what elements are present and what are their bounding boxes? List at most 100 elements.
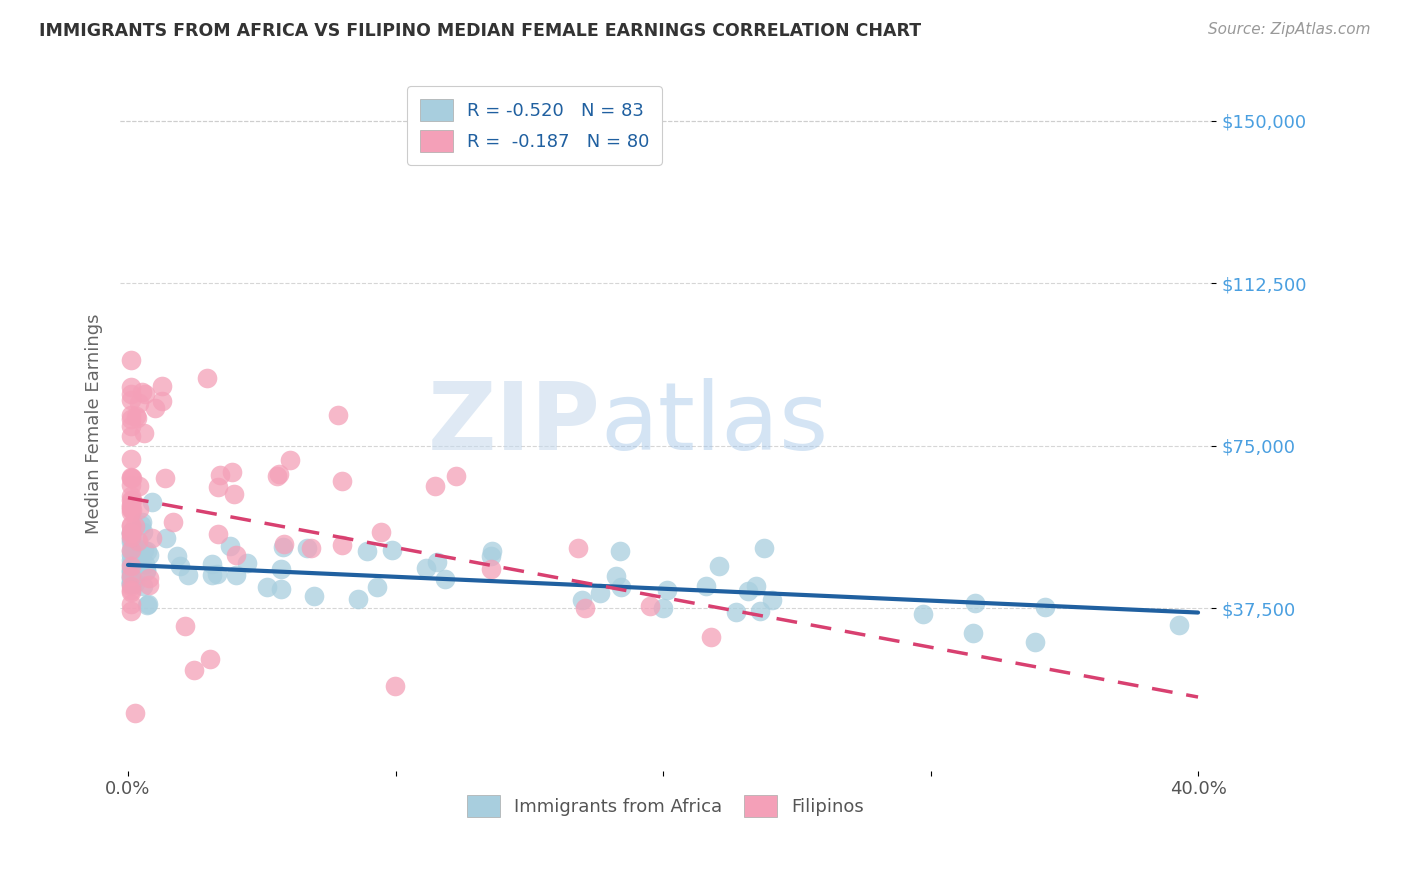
Point xyxy=(120,419,142,434)
Point xyxy=(120,530,142,544)
Point xyxy=(198,651,221,665)
Point xyxy=(120,525,142,540)
Point xyxy=(120,492,142,507)
Point xyxy=(127,533,149,548)
Point xyxy=(134,386,156,401)
Point xyxy=(120,408,142,422)
Point xyxy=(120,558,142,573)
Point xyxy=(120,574,142,589)
Point xyxy=(120,543,142,558)
Point xyxy=(120,500,142,515)
Point xyxy=(120,386,142,401)
Point xyxy=(426,555,449,569)
Point xyxy=(120,412,142,426)
Point xyxy=(135,564,157,578)
Point xyxy=(225,568,247,582)
Point xyxy=(174,619,197,633)
Point xyxy=(120,532,142,546)
Point xyxy=(120,380,142,394)
Point xyxy=(169,558,191,573)
Legend: Immigrants from Africa, Filipinos: Immigrants from Africa, Filipinos xyxy=(460,788,872,824)
Point xyxy=(120,565,142,579)
Point xyxy=(571,592,593,607)
Point xyxy=(120,519,142,533)
Point xyxy=(155,471,177,485)
Point xyxy=(120,517,142,532)
Point xyxy=(162,515,184,529)
Point xyxy=(225,548,247,562)
Point xyxy=(129,517,152,532)
Point xyxy=(1033,599,1056,614)
Text: atlas: atlas xyxy=(600,378,828,470)
Point xyxy=(205,566,228,581)
Point xyxy=(120,392,142,407)
Point xyxy=(744,579,766,593)
Point xyxy=(121,540,143,554)
Point xyxy=(415,561,437,575)
Point xyxy=(166,549,188,563)
Point xyxy=(120,478,142,492)
Point xyxy=(366,580,388,594)
Point xyxy=(120,569,142,583)
Point xyxy=(122,574,145,589)
Text: Source: ZipAtlas.com: Source: ZipAtlas.com xyxy=(1208,22,1371,37)
Point xyxy=(138,548,160,562)
Point xyxy=(120,577,142,591)
Point xyxy=(120,452,142,467)
Point xyxy=(120,564,142,578)
Point xyxy=(267,467,290,481)
Point xyxy=(125,409,148,424)
Point xyxy=(120,544,142,558)
Point xyxy=(120,571,142,585)
Point xyxy=(911,607,934,621)
Point xyxy=(574,600,596,615)
Point xyxy=(120,579,142,593)
Point xyxy=(120,469,142,483)
Point xyxy=(567,541,589,555)
Point xyxy=(120,498,142,512)
Point xyxy=(965,596,987,610)
Text: ZIP: ZIP xyxy=(427,378,600,470)
Point xyxy=(273,540,295,554)
Point xyxy=(120,575,142,590)
Point xyxy=(326,409,349,423)
Point xyxy=(134,557,156,571)
Point xyxy=(124,575,146,590)
Point xyxy=(132,524,155,539)
Point xyxy=(120,548,142,562)
Point xyxy=(657,583,679,598)
Point xyxy=(651,600,673,615)
Point xyxy=(124,547,146,561)
Point xyxy=(266,468,288,483)
Point xyxy=(434,572,457,586)
Point xyxy=(278,452,301,467)
Point xyxy=(177,567,200,582)
Point xyxy=(207,479,229,493)
Point xyxy=(737,584,759,599)
Point xyxy=(120,577,142,591)
Point xyxy=(138,571,160,585)
Point xyxy=(138,578,160,592)
Point xyxy=(141,531,163,545)
Point xyxy=(129,544,152,558)
Point xyxy=(131,385,153,400)
Point xyxy=(141,495,163,509)
Text: IMMIGRANTS FROM AFRICA VS FILIPINO MEDIAN FEMALE EARNINGS CORRELATION CHART: IMMIGRANTS FROM AFRICA VS FILIPINO MEDIA… xyxy=(39,22,921,40)
Point xyxy=(270,582,292,596)
Point xyxy=(384,679,406,693)
Point xyxy=(120,534,142,549)
Point xyxy=(761,593,783,607)
Point xyxy=(423,479,446,493)
Point xyxy=(699,630,721,644)
Point xyxy=(131,515,153,529)
Point xyxy=(299,541,322,556)
Point xyxy=(218,539,240,553)
Point xyxy=(120,571,142,585)
Point xyxy=(125,411,148,425)
Point xyxy=(638,599,661,614)
Point xyxy=(224,487,246,501)
Point xyxy=(748,604,770,618)
Point xyxy=(209,467,232,482)
Point xyxy=(120,553,142,567)
Point xyxy=(120,562,142,576)
